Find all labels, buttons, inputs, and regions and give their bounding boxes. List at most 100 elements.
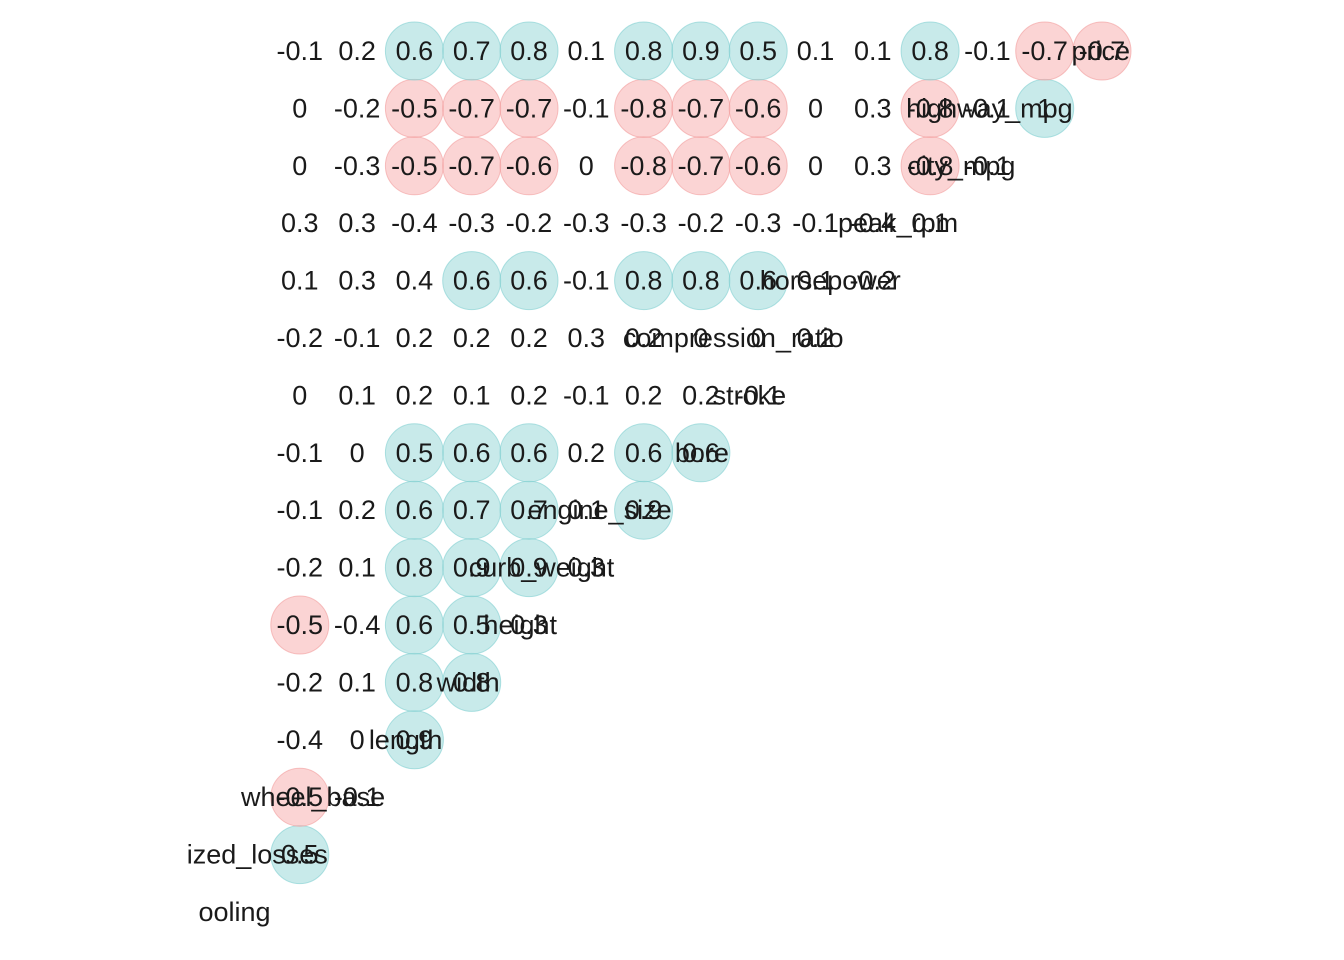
corr-value-bore-curb_weight: 0.6 <box>625 438 663 468</box>
corr-value-horsepower-compression_ratio: -0.2 <box>850 266 897 296</box>
corr-value-compression_ratio-length: 0.2 <box>453 323 491 353</box>
corr-value-wheel_base-aspiration_turbo_cooling: -0.5 <box>277 782 324 812</box>
corr-value-compression_ratio-engine_size: 0 <box>693 323 708 353</box>
row-label-length: length <box>369 725 443 755</box>
corr-value-curb_weight-wheel_base: 0.8 <box>396 553 434 583</box>
corr-value-compression_ratio-curb_weight: 0.2 <box>625 323 663 353</box>
corr-circle-price-width <box>499 21 559 81</box>
corr-value-bore-wheel_base: 0.5 <box>396 438 434 468</box>
corr-value-peak_rpm-width: -0.2 <box>506 208 553 238</box>
corr-value-bore-engine_size: 0.6 <box>682 438 720 468</box>
corr-value-stroke-normalized_losses: 0.1 <box>338 380 376 410</box>
corr-value-horsepower-bore: 0.6 <box>739 266 777 296</box>
corr-value-compression_ratio-normalized_losses: -0.1 <box>334 323 381 353</box>
corr-value-peak_rpm-normalized_losses: 0.3 <box>338 208 376 238</box>
corr-value-horsepower-length: 0.6 <box>453 266 491 296</box>
row-label-compression_ratio: compression_ratio <box>623 323 844 353</box>
corr-circle-bore-engine_size <box>671 423 731 483</box>
corr-value-highway_mpg-curb_weight: -0.8 <box>620 93 667 123</box>
corr-value-horsepower-height: -0.1 <box>563 266 610 296</box>
corr-value-curb_weight-aspiration_turbo_cooling: -0.2 <box>277 553 324 583</box>
corr-value-wheel_base-normalized_losses: -0.1 <box>334 782 381 812</box>
corr-value-city_mpg-curb_weight: -0.8 <box>620 151 667 181</box>
corr-value-engine_size-width: 0.7 <box>510 495 548 525</box>
corr-value-width-wheel_base: 0.8 <box>396 667 434 697</box>
value-label-layer: 0.5 -0.5 -0.1 -0.4 0 0.9 -0.2 0.1 0.8 0.8 -0.5 -0.4… <box>277 36 1126 870</box>
corr-value-stroke-aspiration_turbo_cooling: 0 <box>292 380 307 410</box>
corr-value-engine_size-length: 0.7 <box>453 495 491 525</box>
corr-value-price-stroke: 0.1 <box>797 36 835 66</box>
corr-value-horsepower-engine_size: 0.8 <box>682 266 720 296</box>
corr-value-stroke-height: -0.1 <box>563 380 610 410</box>
corr-value-height-wheel_base: 0.6 <box>396 610 434 640</box>
corr-value-normalized_losses-aspiration_turbo_cooling: 0.5 <box>281 840 319 870</box>
corr-value-height-normalized_losses: -0.4 <box>334 610 381 640</box>
row-label-peak_rpm: peak_rpm <box>838 208 958 238</box>
row-label-wheel_base: wheel_base <box>240 782 385 812</box>
row-label-layer: ooling ized_losses wheel_base length width he… <box>187 36 1130 927</box>
corr-value-width-aspiration_turbo_cooling: -0.2 <box>277 667 324 697</box>
corr-value-price-length: 0.7 <box>453 36 491 66</box>
corr-value-stroke-curb_weight: 0.2 <box>625 380 663 410</box>
row-label-height: height <box>483 610 557 640</box>
corr-value-price-peak_rpm: -0.1 <box>964 36 1011 66</box>
row-label-stroke: stroke <box>713 380 787 410</box>
row-label-horsepower: horsepower <box>760 266 901 296</box>
corr-value-highway_mpg-bore: -0.6 <box>735 93 782 123</box>
corr-circle-price-horsepower <box>900 21 960 81</box>
corr-value-bore-height: 0.2 <box>568 438 606 468</box>
corr-value-peak_rpm-compression_ratio: -0.4 <box>850 208 897 238</box>
corr-value-height-width: 0.3 <box>510 610 548 640</box>
corr-value-stroke-engine_size: 0.2 <box>682 380 720 410</box>
corr-circle-bore-width <box>499 423 559 483</box>
corr-value-highway_mpg-stroke: 0 <box>808 93 823 123</box>
corr-value-price-normalized_losses: 0.2 <box>338 36 376 66</box>
corr-value-bore-aspiration_turbo_cooling: -0.1 <box>277 438 324 468</box>
corr-circle-price-bore <box>728 21 788 81</box>
corr-value-engine_size-normalized_losses: 0.2 <box>338 495 376 525</box>
corr-value-compression_ratio-wheel_base: 0.2 <box>396 323 434 353</box>
corr-value-highway_mpg-height: -0.1 <box>563 93 610 123</box>
corr-value-city_mpg-horsepower: -0.8 <box>907 151 954 181</box>
corr-value-highway_mpg-wheel_base: -0.5 <box>391 93 438 123</box>
corr-value-compression_ratio-stroke: 0.2 <box>797 323 835 353</box>
corr-value-price-bore: 0.5 <box>739 36 777 66</box>
corr-value-curb_weight-length: 0.9 <box>453 553 491 583</box>
corr-circle-horsepower-bore <box>728 251 788 311</box>
corr-value-city_mpg-bore: -0.6 <box>735 151 782 181</box>
corr-value-compression_ratio-bore: 0 <box>751 323 766 353</box>
corr-value-engine_size-aspiration_turbo_cooling: -0.1 <box>277 495 324 525</box>
corr-value-peak_rpm-bore: -0.3 <box>735 208 782 238</box>
corr-value-city_mpg-length: -0.7 <box>448 151 495 181</box>
corr-value-highway_mpg-peak_rpm: -0.1 <box>964 93 1011 123</box>
corr-value-city_mpg-wheel_base: -0.5 <box>391 151 438 181</box>
corr-value-peak_rpm-horsepower: 0.1 <box>911 208 949 238</box>
corr-value-highway_mpg-engine_size: -0.7 <box>678 93 725 123</box>
corr-value-engine_size-height: 0.1 <box>568 495 606 525</box>
corr-value-price-compression_ratio: 0.1 <box>854 36 892 66</box>
corr-value-city_mpg-engine_size: -0.7 <box>678 151 725 181</box>
corr-value-highway_mpg-width: -0.7 <box>506 93 553 123</box>
corr-value-stroke-width: 0.2 <box>510 380 548 410</box>
corr-value-engine_size-wheel_base: 0.6 <box>396 495 434 525</box>
corr-value-city_mpg-peak_rpm: -0.1 <box>964 151 1011 181</box>
corr-value-length-normalized_losses: 0 <box>350 725 365 755</box>
corr-value-bore-length: 0.6 <box>453 438 491 468</box>
corr-value-horsepower-curb_weight: 0.8 <box>625 266 663 296</box>
corr-value-peak_rpm-length: -0.3 <box>448 208 495 238</box>
corr-value-price-aspiration_turbo_cooling: -0.1 <box>277 36 324 66</box>
corr-circle-price-highway_mpg <box>1072 21 1132 81</box>
row-label-highway_mpg: highway_mpg <box>906 93 1073 123</box>
corr-value-width-length: 0.8 <box>453 667 491 697</box>
corr-value-horsepower-normalized_losses: 0.3 <box>338 266 376 296</box>
corr-value-bore-width: 0.6 <box>510 438 548 468</box>
corr-circle-wheel_base-aspiration_turbo_cooling <box>270 767 330 827</box>
corr-value-horsepower-width: 0.6 <box>510 266 548 296</box>
corr-value-price-height: 0.1 <box>568 36 606 66</box>
corr-value-price-wheel_base: 0.6 <box>396 36 434 66</box>
corr-value-highway_mpg-horsepower: -0.8 <box>907 93 954 123</box>
corr-value-peak_rpm-wheel_base: -0.4 <box>391 208 438 238</box>
corr-circle-height-aspiration_turbo_cooling <box>270 595 330 655</box>
corr-value-stroke-wheel_base: 0.2 <box>396 380 434 410</box>
